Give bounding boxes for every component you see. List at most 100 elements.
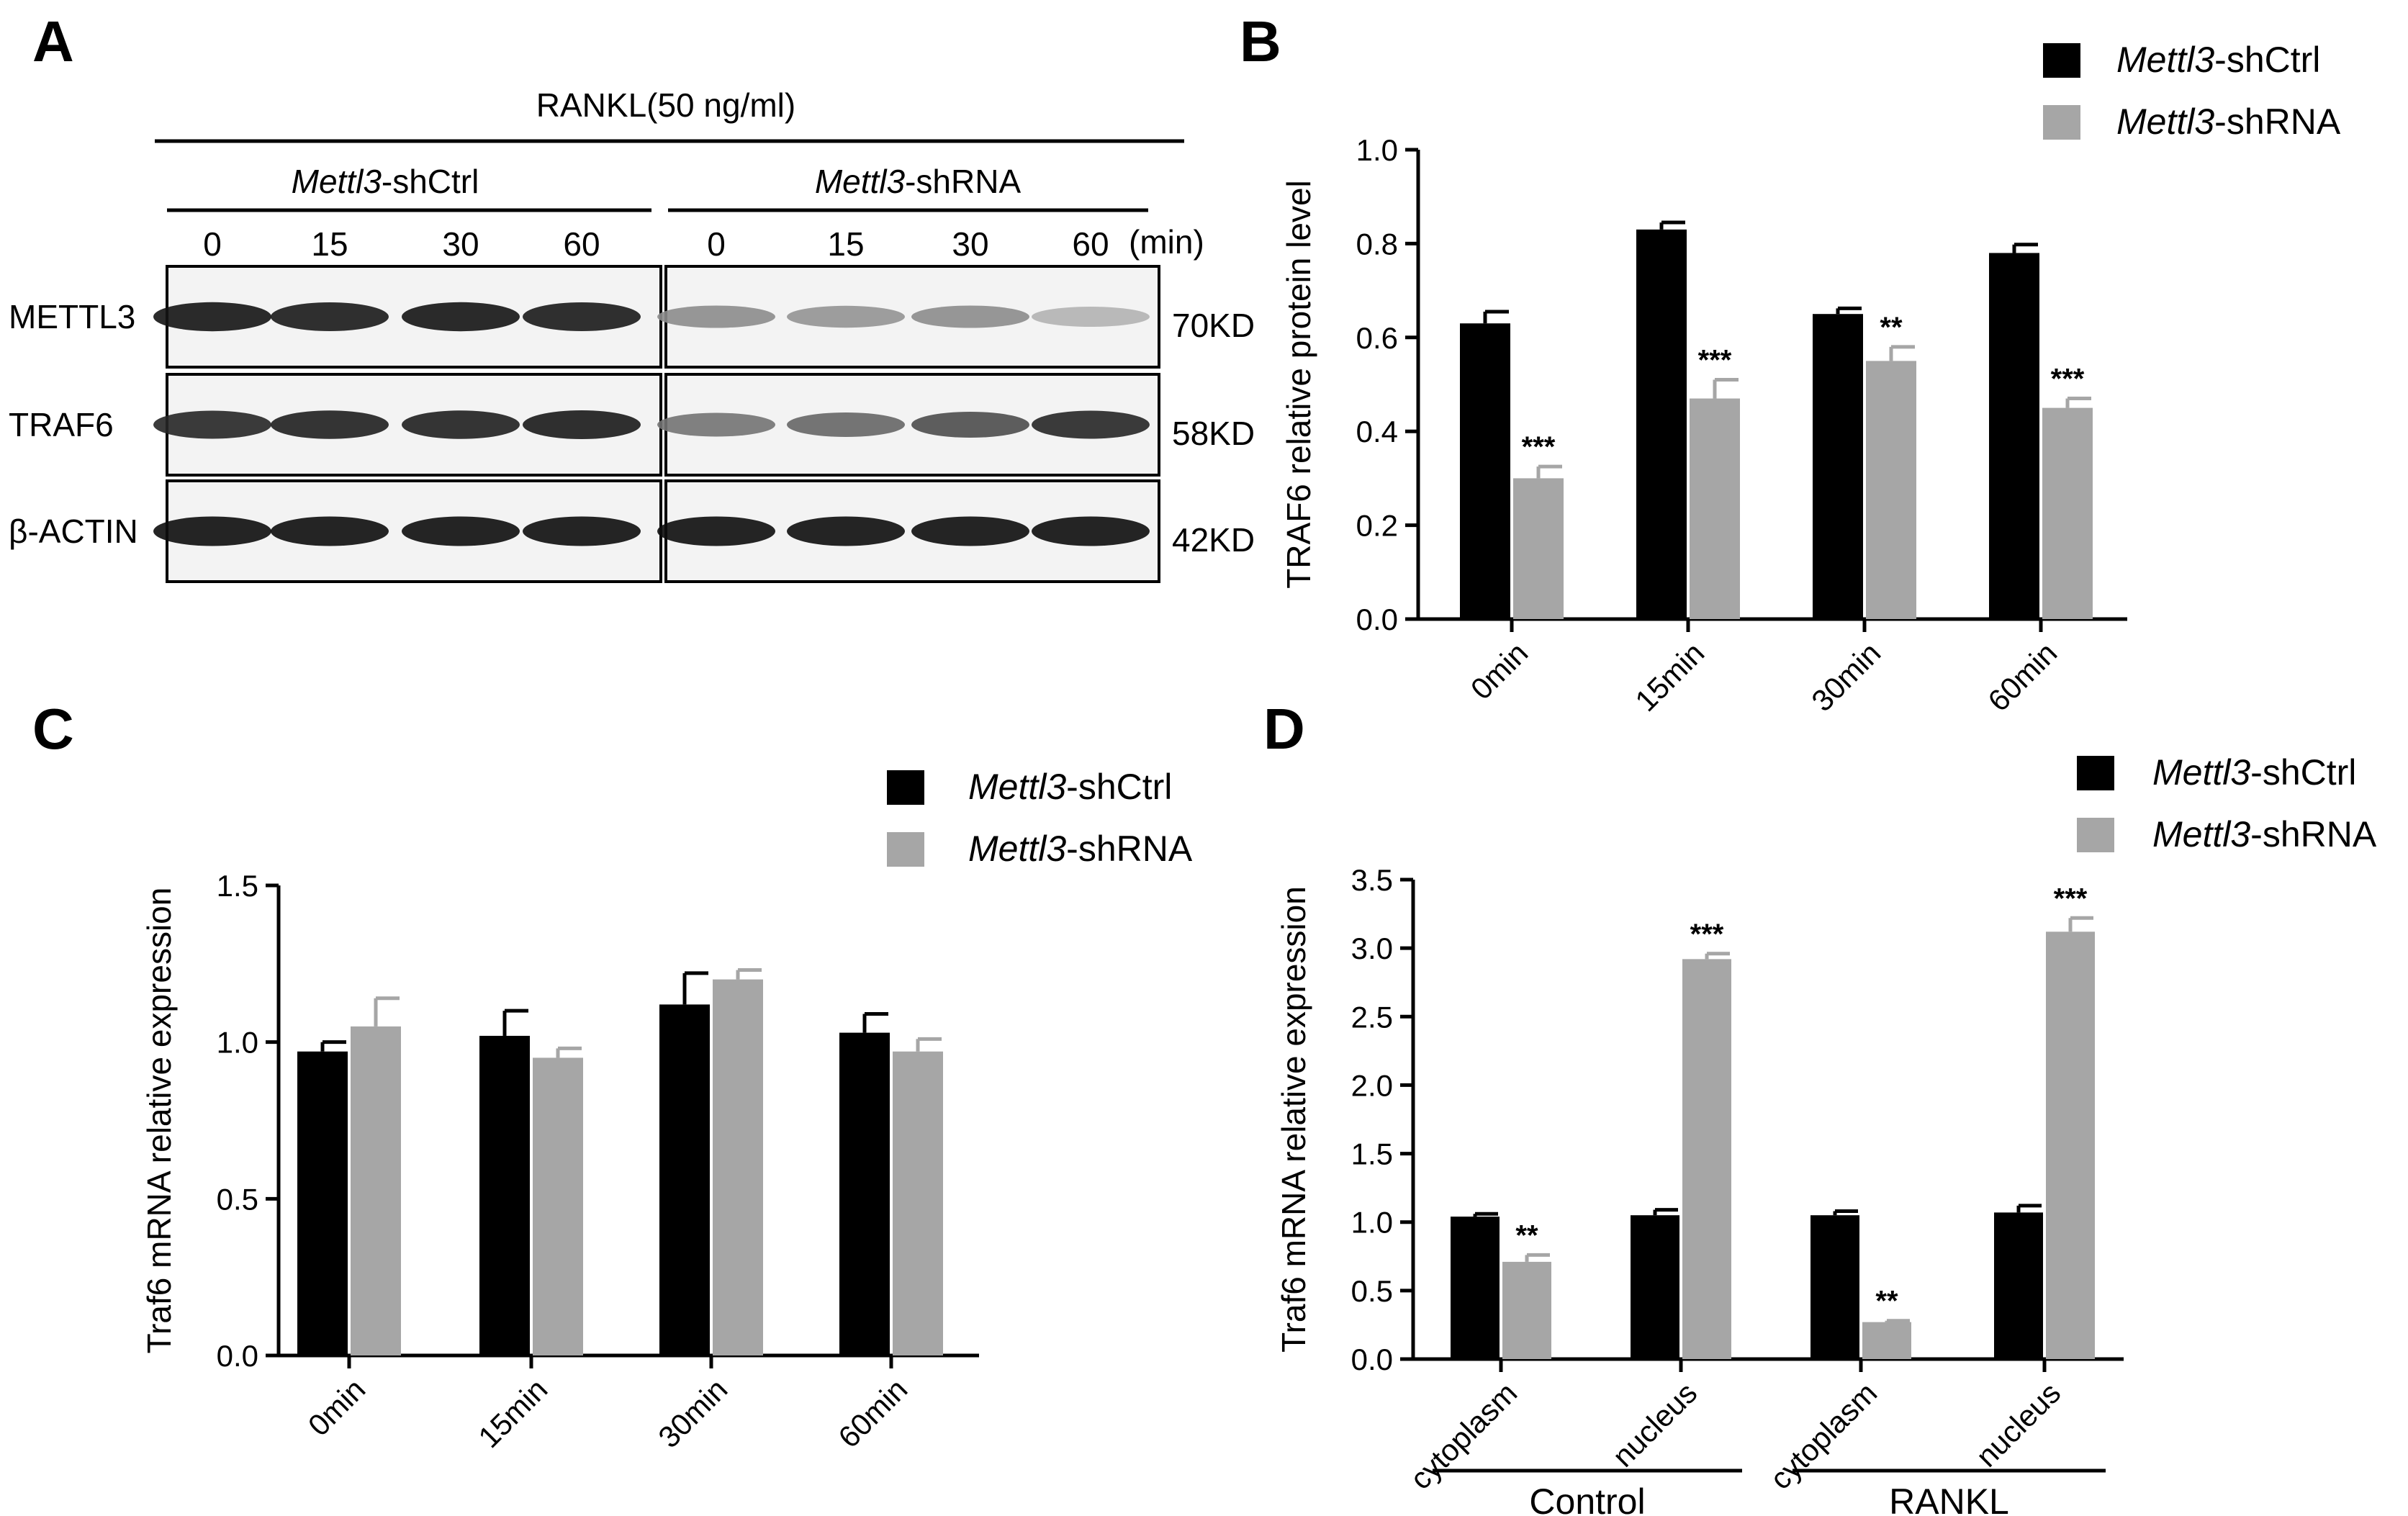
legend-b-shrna-label: Mettl3-shRNA [2116, 101, 2341, 142]
y-tick-label: 0.0 [1356, 603, 1398, 636]
group-label-shrna: Mettl3-shRNA [815, 163, 1022, 200]
treatment-label: RANKL(50 ng/ml) [536, 86, 795, 124]
bar-shctrl [1989, 253, 2039, 619]
y-tick-label: 3.0 [1351, 931, 1393, 965]
y-tick-label: 0.0 [1351, 1343, 1393, 1376]
blot-band [402, 302, 520, 332]
panel-letter-b: B [1240, 9, 1281, 73]
blot-band [271, 302, 389, 331]
blot-band [1032, 307, 1150, 327]
legend-d-ctrl-swatch [2077, 756, 2114, 790]
legend-b-ctrl-swatch [2043, 43, 2080, 78]
x-tick-label: 60min [831, 1372, 914, 1454]
y-tick-label: 2.5 [1351, 1000, 1393, 1034]
size-label: 58KD [1172, 415, 1255, 452]
y-tick-label: 1.0 [1356, 133, 1398, 167]
time-label: 30 [442, 225, 479, 263]
blot-band [271, 516, 389, 546]
x-tick-label: cytoplasm [1763, 1376, 1883, 1496]
size-label: 42KD [1172, 521, 1255, 559]
blot-band [523, 410, 641, 439]
blot-band [911, 516, 1029, 546]
blot-band [787, 516, 905, 546]
legend-c-shrna-swatch [887, 832, 924, 867]
significance-mark: *** [1690, 919, 1724, 950]
y-tick-label: 1.0 [1351, 1206, 1393, 1240]
legend-c-ctrl-label: Mettl3-shCtrl [968, 767, 1172, 807]
x-tick-label: 15min [472, 1372, 554, 1454]
y-tick-label: 2.0 [1351, 1068, 1393, 1102]
y-tick-label: 0.0 [217, 1339, 258, 1373]
blot-band [1032, 410, 1150, 439]
blot-band [271, 410, 389, 439]
x-tick-label: 30min [1805, 636, 1887, 718]
time-label: 60 [563, 225, 600, 263]
bar-shctrl [1631, 1215, 1679, 1359]
significance-mark: *** [2054, 883, 2088, 914]
time-unit-label: (min) [1129, 223, 1204, 261]
legend-b-ctrl-label: Mettl3-shCtrl [2116, 40, 2320, 80]
bar-shrna [2046, 931, 2095, 1359]
blot-band [402, 410, 520, 439]
time-label: 15 [827, 225, 864, 263]
time-label: 30 [952, 225, 988, 263]
x-tick-label: 60min [1981, 636, 2063, 718]
significance-mark: ** [1875, 1286, 1898, 1317]
bar-shrna [1862, 1322, 1911, 1359]
blot-band [153, 410, 271, 439]
bar-shctrl [297, 1051, 348, 1355]
group-label: Control [1529, 1481, 1645, 1516]
group-label: RANKL [1889, 1481, 2009, 1516]
x-tick-label: cytoplasm [1403, 1376, 1523, 1496]
legend-d-ctrl-label: Mettl3-shCtrl [2152, 752, 2356, 793]
y-tick-label: 0.5 [1351, 1274, 1393, 1308]
significance-mark: *** [1698, 344, 1732, 376]
time-label: 60 [1072, 225, 1109, 263]
y-tick-label: 1.5 [217, 869, 258, 903]
bar-shrna [1513, 478, 1564, 619]
x-tick-label: nucleus [1970, 1376, 2067, 1474]
protein-label: TRAF6 [9, 406, 114, 443]
blot-band [402, 516, 520, 546]
chart-d: 0.0 0.5 1.0 1.5 2.0 2.5 3.0 3.5 Traf6 mRNA relat… [1275, 863, 2124, 1516]
protein-label: METTL3 [9, 298, 135, 335]
panel-letter-a: A [32, 9, 74, 73]
bar-shctrl [1810, 1215, 1859, 1359]
legend-d: Mettl3-shCtrl Mettl3-shRNA [2077, 752, 2377, 854]
significance-mark: ** [1880, 312, 1903, 343]
blot-band [153, 302, 271, 332]
bar-shctrl [1636, 229, 1687, 620]
bar-shrna [713, 979, 763, 1355]
legend-c-ctrl-swatch [887, 770, 924, 805]
significance-mark: ** [1515, 1219, 1538, 1251]
y-tick-label: 0.4 [1356, 415, 1398, 448]
legend-d-shrna-swatch [2077, 818, 2114, 852]
x-tick-label: 15min [1628, 636, 1710, 718]
time-label: 0 [203, 225, 222, 263]
bar-shctrl [659, 1004, 710, 1355]
bar-shrna [351, 1026, 401, 1355]
y-tick-label: 0.8 [1356, 227, 1398, 261]
panel-letter-d: D [1263, 697, 1305, 761]
protein-label: β-ACTIN [9, 513, 138, 550]
blot-band [1032, 516, 1150, 546]
y-tick-label: 0.2 [1356, 509, 1398, 543]
time-label: 15 [311, 225, 348, 263]
x-tick-label: 0min [1464, 636, 1535, 706]
blot-band [523, 516, 641, 546]
y-tick-label: 0.5 [217, 1182, 258, 1216]
bar-shrna [1866, 361, 1916, 619]
time-label: 0 [707, 225, 726, 263]
group-label-ctrl: Mettl3-shCtrl [292, 163, 479, 200]
y-tick-label: 3.5 [1351, 863, 1393, 897]
y-tick-label: 1.5 [1351, 1137, 1393, 1171]
blot-band [787, 412, 905, 437]
x-tick-label: 30min [651, 1372, 734, 1454]
blot-band [657, 305, 775, 328]
y-axis-label: Traf6 mRNA relative expression [140, 888, 178, 1354]
bar-shctrl [479, 1035, 530, 1355]
bar-shrna [1690, 398, 1740, 619]
blot-band [787, 305, 905, 328]
blot-band [153, 516, 271, 546]
